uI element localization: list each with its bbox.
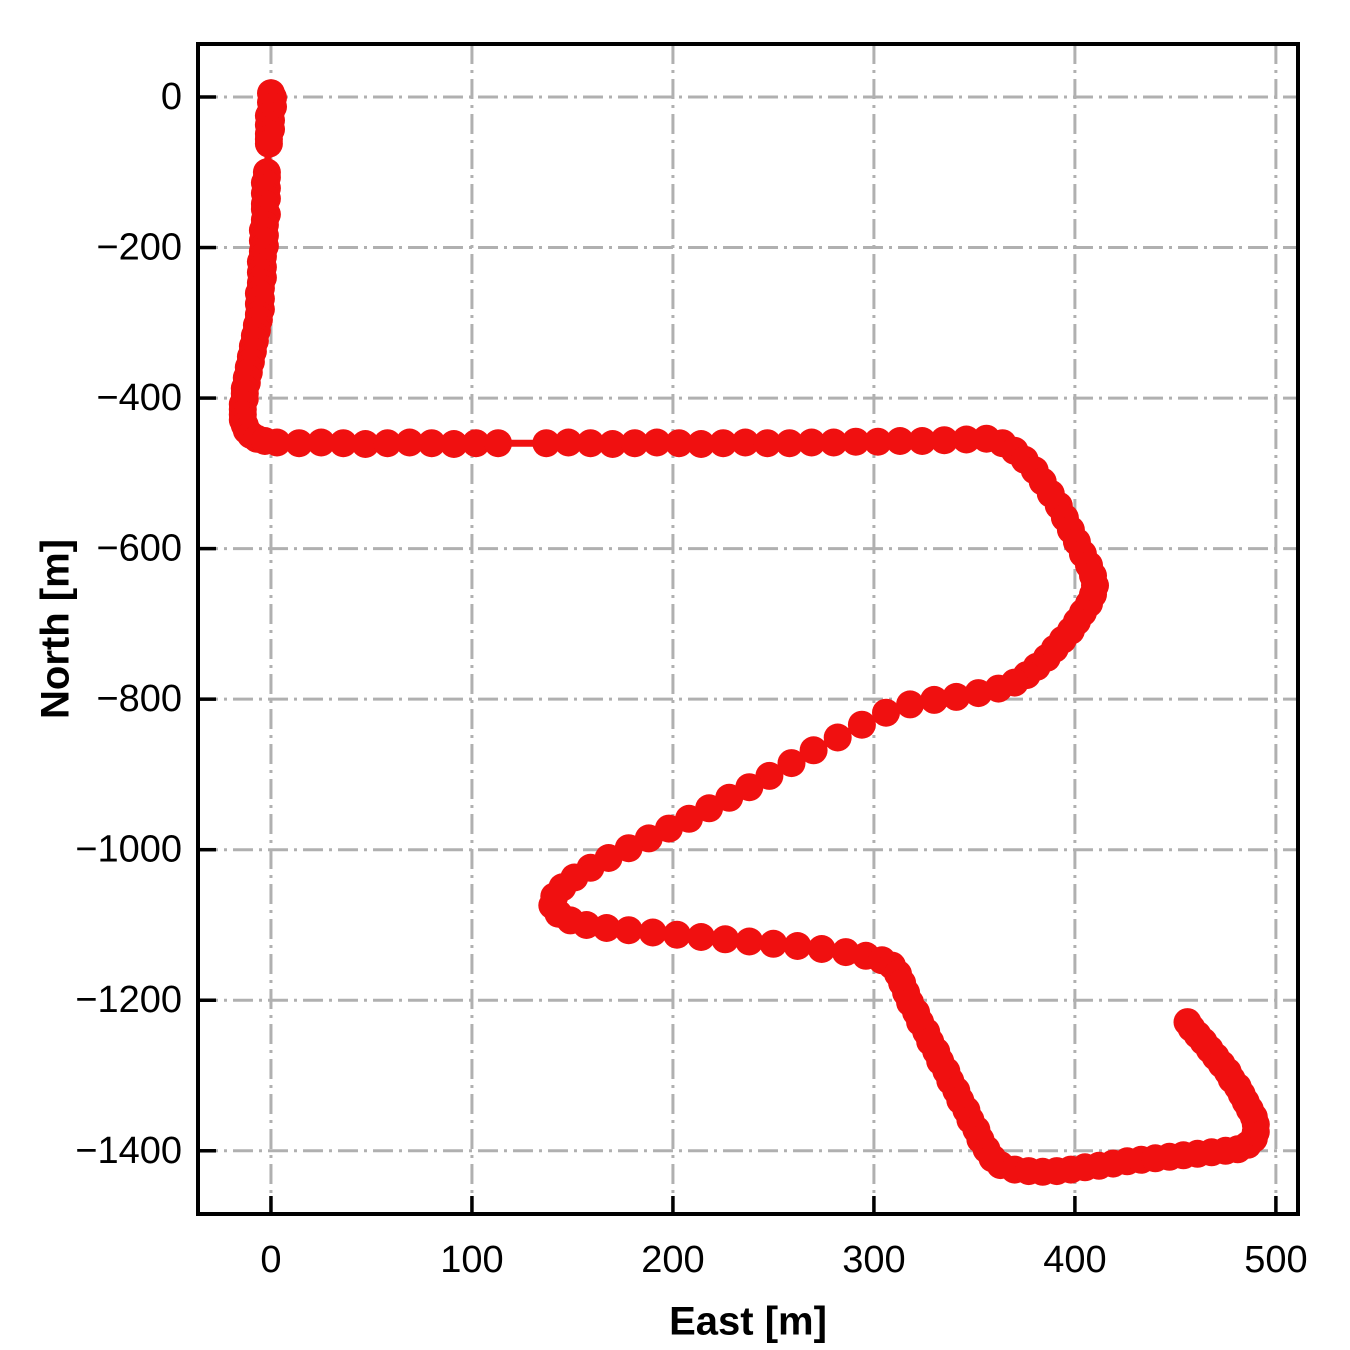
trajectory-point	[735, 927, 764, 956]
x-tick-label: 300	[842, 1239, 905, 1281]
y-tick-label: −1400	[75, 1130, 182, 1172]
trajectory-point	[663, 920, 691, 949]
trajectory-point	[554, 428, 583, 457]
trajectory-point	[665, 429, 693, 458]
trajectory-point	[598, 430, 627, 458]
trajectory-point	[351, 430, 380, 458]
trajectory-point	[775, 429, 804, 458]
plot-border	[196, 42, 1300, 1216]
trajectory-point	[753, 429, 782, 458]
trajectory-point	[841, 427, 870, 456]
trajectory-point	[819, 428, 848, 457]
trajectory-point	[614, 916, 643, 945]
y-tick-label: −200	[96, 227, 182, 269]
trajectory-point	[886, 427, 914, 455]
trajectory-point	[731, 428, 760, 457]
trajectory-point	[709, 429, 738, 458]
y-tick-label: −1200	[75, 979, 182, 1021]
trajectory-point	[823, 723, 852, 752]
trajectory-point	[799, 736, 828, 765]
trajectory-point	[942, 682, 971, 711]
trajectory-point	[592, 914, 621, 942]
trajectory-point	[711, 925, 740, 954]
trajectory-point	[807, 935, 836, 963]
y-tick-label: −1000	[75, 829, 182, 871]
trajectory-point	[638, 918, 667, 947]
x-tick-label: 500	[1244, 1239, 1307, 1281]
trajectory-point	[254, 129, 283, 158]
trajectory-point	[1173, 1008, 1202, 1037]
y-tick-label: −800	[96, 678, 182, 720]
trajectory-point	[847, 710, 876, 739]
trajectory-point	[896, 690, 925, 719]
trajectory-point	[964, 679, 993, 708]
trajectory-point	[462, 429, 490, 458]
x-axis-label: East [m]	[669, 1299, 827, 1344]
trajectory-point	[872, 698, 900, 727]
trajectory-point	[576, 429, 605, 458]
trajectory-point	[687, 430, 716, 458]
x-tick-label: 400	[1043, 1239, 1106, 1281]
trajectory-point	[920, 685, 949, 714]
axis-ticks	[200, 95, 1278, 1212]
trajectory-point	[777, 749, 806, 778]
trajectory-point	[797, 428, 826, 457]
x-tick-label: 200	[641, 1239, 704, 1281]
x-tick-label: 0	[260, 1239, 281, 1281]
trajectory-point	[329, 429, 358, 458]
trajectory-point	[263, 428, 291, 457]
trajectory-point	[417, 429, 446, 458]
x-tick-label: 100	[440, 1239, 503, 1281]
trajectory-point	[759, 929, 788, 958]
y-tick-label: −400	[96, 377, 182, 419]
trajectory-point	[307, 428, 336, 457]
trajectory-point	[439, 430, 468, 458]
y-tick-label: −600	[96, 528, 182, 570]
trajectory-point	[863, 427, 892, 456]
trajectory-point	[642, 428, 671, 457]
trajectory-point	[952, 425, 981, 454]
trajectory-point	[908, 427, 937, 455]
trajectory-point	[620, 429, 649, 458]
trajectory-point	[373, 429, 402, 458]
trajectory-point	[285, 429, 314, 458]
trajectory-point	[687, 923, 716, 951]
trajectory-point	[395, 428, 424, 457]
trajectory-point	[930, 426, 959, 455]
y-tick-label: 0	[161, 76, 182, 118]
trajectory-point	[484, 429, 513, 458]
y-axis-label: North [m]	[33, 539, 78, 719]
tick-labels: 0 100 200 300 400 500 0 −200 −400 −600 −800 −1000 −1…	[75, 76, 1307, 1281]
trajectory-markers	[228, 79, 1270, 1186]
trajectory-point	[783, 932, 812, 960]
trajectory-point	[532, 429, 561, 458]
